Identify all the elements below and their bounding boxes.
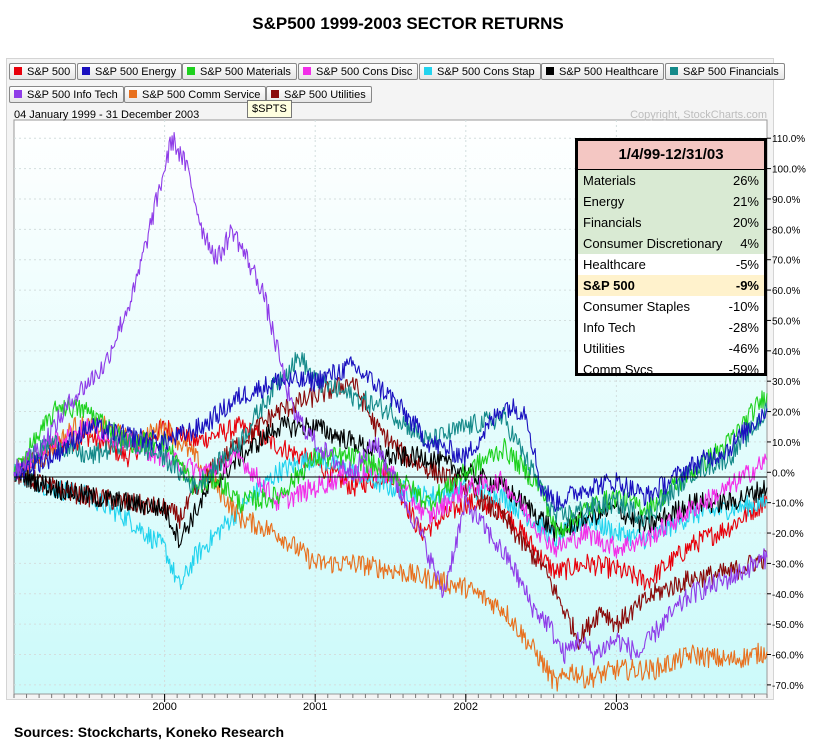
returns-row: Energy 21% bbox=[578, 191, 764, 212]
y-tick-label: -60.0% bbox=[772, 651, 804, 662]
returns-table-title: 1/4/99-12/31/03 bbox=[578, 141, 764, 170]
y-tick-label: 20.0% bbox=[772, 408, 800, 419]
y-tick-label: -40.0% bbox=[772, 590, 804, 601]
returns-label: Consumer Staples bbox=[583, 299, 690, 314]
y-tick-label: 10.0% bbox=[772, 438, 800, 449]
legend-swatch bbox=[271, 90, 279, 98]
returns-row: Consumer Staples -10% bbox=[578, 296, 764, 317]
returns-row: Materials 26% bbox=[578, 170, 764, 191]
returns-row: Info Tech -28% bbox=[578, 317, 764, 338]
legend-item-cons-disc[interactable]: S&P 500 Cons Disc bbox=[298, 63, 419, 80]
chart-title: S&P500 1999-2003 SECTOR RETURNS bbox=[252, 14, 564, 33]
legend-swatch bbox=[303, 67, 311, 75]
returns-value: 21% bbox=[732, 194, 759, 209]
legend-swatch bbox=[424, 67, 432, 75]
legend-label: S&P 500 Utilities bbox=[284, 89, 366, 101]
series-group bbox=[13, 132, 768, 692]
legend-swatch bbox=[129, 90, 137, 98]
legend-label: S&P 500 Financials bbox=[683, 66, 779, 78]
y-tick-label: 70.0% bbox=[772, 256, 800, 267]
legend-label: S&P 500 Info Tech bbox=[27, 89, 118, 101]
legend-item-sp500[interactable]: S&P 500 bbox=[9, 63, 77, 80]
returns-label: S&P 500 bbox=[583, 278, 635, 293]
legend-item-comm-service[interactable]: S&P 500 Comm Service bbox=[124, 86, 267, 103]
y-tick-label: -50.0% bbox=[772, 620, 804, 631]
returns-label: Materials bbox=[583, 173, 636, 188]
legend-swatch bbox=[14, 67, 22, 75]
returns-value: -5% bbox=[735, 257, 759, 272]
y-tick-label: 90.0% bbox=[772, 195, 800, 206]
series-line bbox=[13, 132, 768, 666]
y-tick-label: -30.0% bbox=[772, 559, 804, 570]
returns-value: -10% bbox=[728, 299, 759, 314]
returns-row: Consumer Discretionary 4% bbox=[578, 233, 764, 254]
y-tick-label: -10.0% bbox=[772, 499, 804, 510]
legend-item-info-tech[interactable]: S&P 500 Info Tech bbox=[9, 86, 124, 103]
y-tick-label: 110.0% bbox=[772, 134, 805, 145]
copyright-text: Copyright, StockCharts.com bbox=[630, 109, 767, 121]
legend-swatch bbox=[670, 67, 678, 75]
returns-row: Financials 20% bbox=[578, 212, 764, 233]
y-tick-label: 60.0% bbox=[772, 286, 800, 297]
y-tick-label: 40.0% bbox=[772, 347, 800, 358]
y-tick-label: -20.0% bbox=[772, 529, 804, 540]
x-tick-label: 2002 bbox=[454, 701, 478, 713]
legend-item-materials[interactable]: S&P 500 Materials bbox=[182, 63, 297, 80]
series-line bbox=[13, 447, 768, 591]
returns-value: 26% bbox=[732, 173, 759, 188]
returns-label: Info Tech bbox=[583, 320, 636, 335]
y-tick-label: 50.0% bbox=[772, 316, 800, 327]
legend-label: S&P 500 Comm Service bbox=[142, 89, 261, 101]
returns-label: Financials bbox=[583, 215, 642, 230]
legend-swatch bbox=[546, 67, 554, 75]
returns-value: 4% bbox=[740, 236, 759, 251]
y-tick-label: 0.0% bbox=[772, 468, 795, 479]
returns-value: -46% bbox=[728, 341, 759, 356]
legend-swatch bbox=[14, 90, 22, 98]
y-tick-label: 100.0% bbox=[772, 165, 806, 176]
date-range: 04 January 1999 - 31 December 2003 bbox=[14, 109, 200, 121]
legend-label: S&P 500 Cons Disc bbox=[316, 66, 413, 78]
legend-swatch bbox=[82, 67, 90, 75]
returns-label: Energy bbox=[583, 194, 625, 209]
returns-row: Utilities -46% bbox=[578, 338, 764, 359]
y-tick-label: -70.0% bbox=[772, 681, 804, 692]
returns-label: Utilities bbox=[583, 341, 625, 356]
x-tick-label: 2003 bbox=[604, 701, 628, 713]
y-tick-label: 30.0% bbox=[772, 377, 800, 388]
returns-value: -28% bbox=[728, 320, 759, 335]
returns-label: Consumer Discretionary bbox=[583, 236, 723, 251]
returns-row: Healthcare -5% bbox=[578, 254, 764, 275]
y-tick-label: 80.0% bbox=[772, 225, 800, 236]
x-axis: 2000 2001 2002 2003 bbox=[13, 694, 768, 713]
legend-label: S&P 500 Materials bbox=[200, 66, 291, 78]
returns-label: Comm Svcs bbox=[583, 362, 654, 377]
series-line bbox=[13, 418, 768, 559]
x-tick-label: 2001 bbox=[303, 701, 327, 713]
sources-note: Sources: Stockcharts, Koneko Research bbox=[14, 724, 284, 740]
series-line bbox=[13, 352, 768, 527]
returns-value: 20% bbox=[732, 215, 759, 230]
y-axis: 110.0% 100.0% 90.0% 80.0% 70.0% 60.0% 50.0% 40.… bbox=[767, 134, 806, 692]
series-line bbox=[13, 356, 768, 513]
returns-table: 1/4/99-12/31/03 Materials 26% Energy 21% F… bbox=[575, 138, 767, 377]
returns-row: S&P 500 -9% bbox=[578, 275, 764, 296]
legend-label: S&P 500 bbox=[27, 66, 71, 78]
tooltip: $SPTS bbox=[247, 100, 292, 118]
returns-row: Comm Svcs -59% bbox=[578, 359, 764, 380]
legend-label: S&P 500 Cons Stap bbox=[437, 66, 535, 78]
returns-value: -59% bbox=[728, 362, 759, 377]
legend-item-utilities[interactable]: S&P 500 Utilities bbox=[266, 86, 372, 103]
legend-label: S&P 500 Healthcare bbox=[559, 66, 659, 78]
legend-label: S&P 500 Energy bbox=[95, 66, 177, 78]
legend-item-financials[interactable]: S&P 500 Financials bbox=[665, 63, 785, 80]
legend-item-cons-stap[interactable]: S&P 500 Cons Stap bbox=[419, 63, 541, 80]
x-tick-label: 2000 bbox=[152, 701, 176, 713]
legend-item-healthcare[interactable]: S&P 500 Healthcare bbox=[541, 63, 665, 80]
legend-swatch bbox=[187, 67, 195, 75]
returns-label: Healthcare bbox=[583, 257, 646, 272]
series-line bbox=[13, 415, 768, 549]
returns-value: -9% bbox=[735, 278, 759, 293]
legend-item-energy[interactable]: S&P 500 Energy bbox=[77, 63, 183, 80]
